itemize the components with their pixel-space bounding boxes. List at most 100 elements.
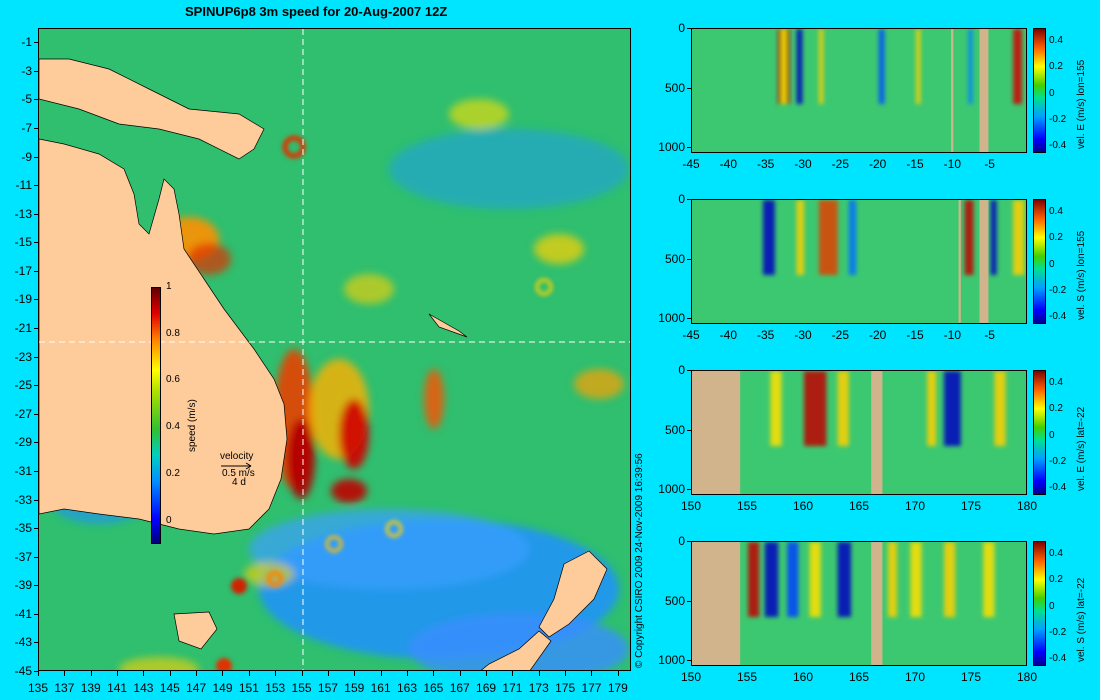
velocity-band <box>809 542 821 617</box>
map-x-tick <box>196 671 198 676</box>
velocity-band <box>888 542 897 617</box>
section-colorbar-tick-label: 0.2 <box>1049 232 1063 244</box>
map-x-tick <box>380 671 382 676</box>
map-x-tick-label: 139 <box>80 681 101 695</box>
section-y-tick <box>687 429 691 431</box>
map-x-tick-label: 153 <box>265 681 286 695</box>
map-y-tick-label: -13 <box>14 206 32 221</box>
map-y-tick <box>34 671 38 672</box>
section-y-tick <box>687 370 691 371</box>
map-x-tick-label: 149 <box>212 681 233 695</box>
velocity-band <box>848 200 857 275</box>
map-y-tick <box>34 642 38 644</box>
section-x-tick-label: 175 <box>960 670 982 684</box>
map-y-tick <box>34 385 38 387</box>
vel-e-lat-22-panel <box>691 370 1027 495</box>
section-x-tick-label: -35 <box>756 157 775 171</box>
map-x-tick <box>222 671 224 676</box>
map-x-tick-label: 169 <box>476 681 497 695</box>
section-colorbar-tick-label: 0.2 <box>1049 61 1063 73</box>
speed-colorbar-tick-label: 0.6 <box>166 374 180 386</box>
section-colorbar-tick-label: 0.4 <box>1049 548 1063 560</box>
section-y-tick <box>687 87 691 89</box>
section-x-tick-label: -30 <box>794 157 812 171</box>
section-x-tick-label: 165 <box>848 670 870 684</box>
section-y-tick-label: 1000 <box>658 140 685 155</box>
section-colorbar-tick-label: 0 <box>1049 429 1055 441</box>
map-y-tick <box>34 185 38 187</box>
section-background <box>692 29 1026 152</box>
velocity-band <box>994 371 1006 446</box>
velocity-band <box>1013 200 1025 275</box>
section-x-tick-label: 155 <box>736 670 758 684</box>
section-x-tick-label: -35 <box>756 328 775 342</box>
section-colorbar-tick-label: -0.4 <box>1049 482 1067 494</box>
land-masses <box>39 58 608 670</box>
map-x-tick <box>538 671 540 676</box>
map-x-tick-label: 135 <box>28 681 49 695</box>
section-x-tick-label: -5 <box>984 328 995 342</box>
velocity-band <box>764 542 779 617</box>
section-colorbar-tick-label: 0.4 <box>1049 377 1063 389</box>
bathymetry-land <box>871 542 883 665</box>
section-y-tick-label: 0 <box>678 21 685 35</box>
map-y-tick-label: -31 <box>14 463 32 478</box>
map-y-tick-label: -21 <box>14 321 32 336</box>
velocity-band <box>916 29 921 104</box>
velocity-band <box>927 371 937 446</box>
bathymetry-land <box>692 542 741 665</box>
bathymetry-land <box>692 371 741 494</box>
velocity-band <box>910 542 922 617</box>
map-y-tick-label: -27 <box>14 406 32 421</box>
section-x-tick-label: -20 <box>868 157 887 171</box>
map-x-tick <box>459 671 461 676</box>
speed-colorbar-tick-label: 0.8 <box>166 327 180 339</box>
section-colorbar-tick-label: -0.4 <box>1049 140 1067 152</box>
section-x-tick-label: 180 <box>1016 499 1038 513</box>
map-x-tick-label: 161 <box>370 681 391 695</box>
map-x-tick-label: 147 <box>186 681 207 695</box>
tasmania <box>173 611 218 650</box>
velocity-band <box>878 29 885 104</box>
section-colorbar-label: vel. S (m/s) lat=-22 <box>1076 577 1087 662</box>
map-x-tick-label: 143 <box>133 681 154 695</box>
velocity-band <box>796 29 803 104</box>
map-y-tick-label: -23 <box>14 349 32 364</box>
section-y-tick <box>687 600 691 602</box>
vel-e-lat-22-colorbar <box>1033 370 1046 495</box>
section-colorbar-tick-label: 0.4 <box>1049 206 1063 218</box>
map-x-tick-label: 165 <box>423 681 444 695</box>
map-y-tick-label: -33 <box>14 492 32 507</box>
map-y-tick <box>34 470 38 472</box>
vel-s-lon155-panel <box>691 199 1027 324</box>
copyright-text: © Copyright CSIRO 2009 24-Nov-2009 16:39… <box>634 453 645 668</box>
section-colorbar-tick-label: -0.2 <box>1049 114 1067 126</box>
map-y-tick-label: -39 <box>14 578 32 593</box>
map-y-tick <box>34 413 38 415</box>
map-x-tick <box>248 671 250 676</box>
map-x-tick-label: 179 <box>607 681 628 695</box>
map-y-tick-label: -11 <box>15 178 32 193</box>
speed-colorbar-tick-label: 0.4 <box>166 421 180 433</box>
bathymetry-land <box>951 29 954 152</box>
map-x-tick <box>64 671 66 676</box>
map-y-tick-label: -19 <box>14 292 32 307</box>
speed-colorbar-tick-label: 0 <box>166 514 172 526</box>
section-colorbar-tick-label: 0 <box>1049 87 1055 99</box>
velocity-key-duration: 4 d <box>232 477 246 488</box>
map-x-tick <box>406 671 408 676</box>
velocity-band <box>796 200 804 275</box>
eddies <box>216 135 553 670</box>
map-y-tick-label: -37 <box>14 549 32 564</box>
velocity-band <box>781 29 787 104</box>
map-x-tick-label: 175 <box>555 681 576 695</box>
map-x-tick-label: 145 <box>159 681 180 695</box>
map-x-tick <box>38 671 39 676</box>
map-x-tick-label: 173 <box>528 681 549 695</box>
map-x-tick-label: 157 <box>317 681 338 695</box>
section-x-tick-label: -10 <box>943 157 961 171</box>
map-x-tick <box>354 671 356 676</box>
section-x-tick-label: -30 <box>794 328 812 342</box>
speed-colorbar-label: speed (m/s) <box>187 399 198 452</box>
section-x-tick-label: -40 <box>719 157 737 171</box>
